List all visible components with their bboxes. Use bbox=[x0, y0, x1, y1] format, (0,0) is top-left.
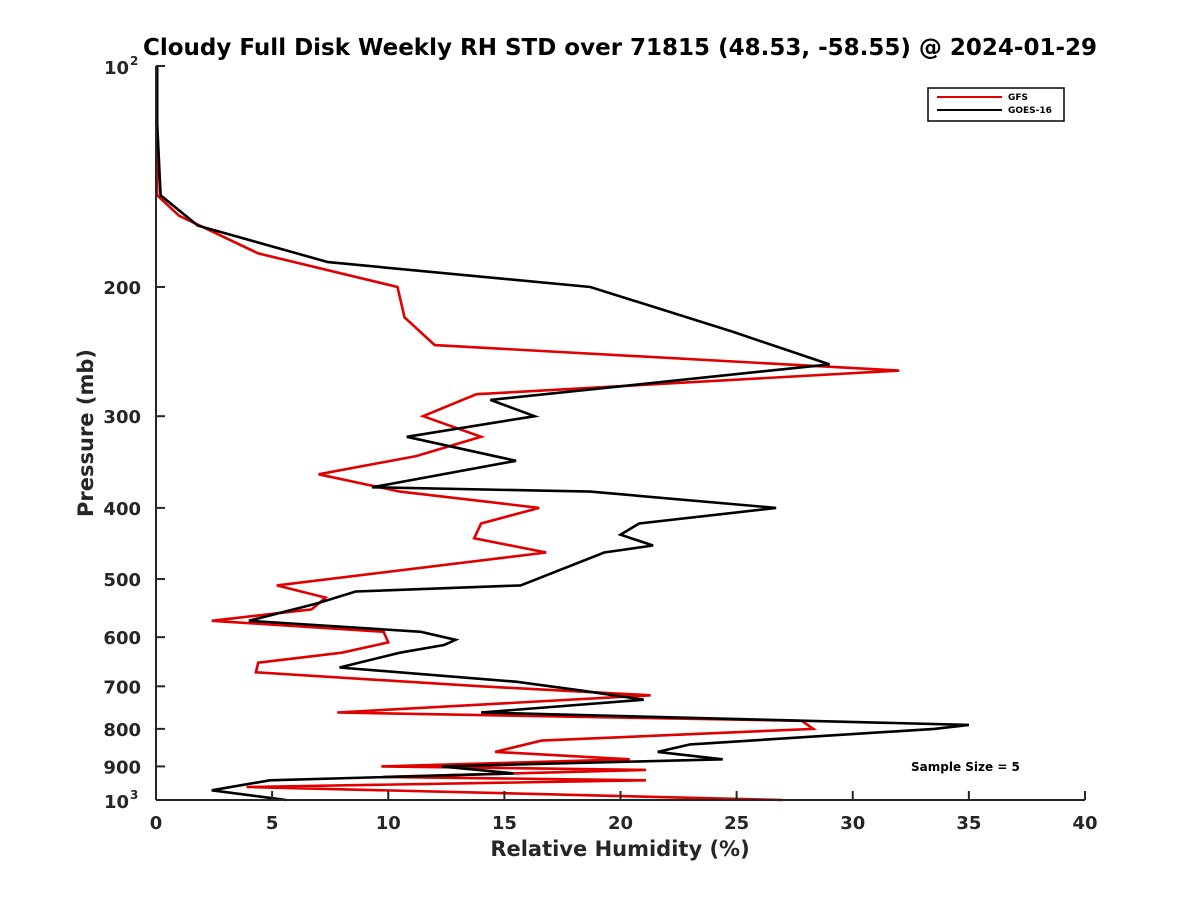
y-tick-label: 500 bbox=[103, 570, 141, 591]
legend-label-goes-16: GOES-16 bbox=[1008, 106, 1052, 116]
x-tick-label: 35 bbox=[956, 813, 981, 834]
y-tick-label: 10 bbox=[104, 58, 129, 79]
plot-area: 0 5 10 15 20 25 30 35 40 10 220030040050060070080… bbox=[103, 54, 1097, 834]
y-tick-label: 700 bbox=[103, 677, 141, 698]
y-tick-label: 900 bbox=[103, 757, 141, 778]
x-axis: 0 5 10 15 20 25 30 35 40 bbox=[150, 791, 1098, 834]
x-axis-label: Relative Humidity (%) bbox=[490, 837, 749, 861]
y-tick-label: 800 bbox=[103, 720, 141, 741]
sample-size-annotation: Sample Size = 5 bbox=[911, 760, 1020, 774]
x-tick-label: 0 bbox=[150, 813, 163, 834]
x-tick-label: 5 bbox=[266, 813, 279, 834]
series-layer bbox=[155, 66, 970, 802]
y-tick-exponent: 2 bbox=[130, 54, 138, 68]
legend-box bbox=[927, 87, 1065, 122]
legend-label-gfs: GFS bbox=[1008, 93, 1028, 103]
y-tick-label: 300 bbox=[103, 407, 141, 428]
legend: GFS GOES-16 bbox=[927, 87, 1065, 122]
x-tick-label: 15 bbox=[492, 813, 517, 834]
y-tick-exponent: 3 bbox=[130, 788, 138, 802]
x-tick-label: 30 bbox=[840, 813, 865, 834]
y-tick-label: 10 bbox=[104, 792, 129, 813]
y-tick-label: 600 bbox=[103, 628, 141, 649]
x-tick-label: 25 bbox=[724, 813, 749, 834]
x-tick-label: 40 bbox=[1072, 813, 1097, 834]
axes-box bbox=[156, 66, 1085, 800]
x-tick-label: 20 bbox=[608, 813, 633, 834]
y-axis-label: Pressure (mb) bbox=[74, 349, 98, 517]
chart-title: Cloudy Full Disk Weekly RH STD over 7181… bbox=[143, 35, 1097, 61]
x-tick-label: 10 bbox=[376, 813, 401, 834]
y-tick-label: 200 bbox=[103, 278, 141, 299]
series-line-goes-16 bbox=[155, 66, 970, 802]
y-tick-label: 400 bbox=[103, 499, 141, 520]
